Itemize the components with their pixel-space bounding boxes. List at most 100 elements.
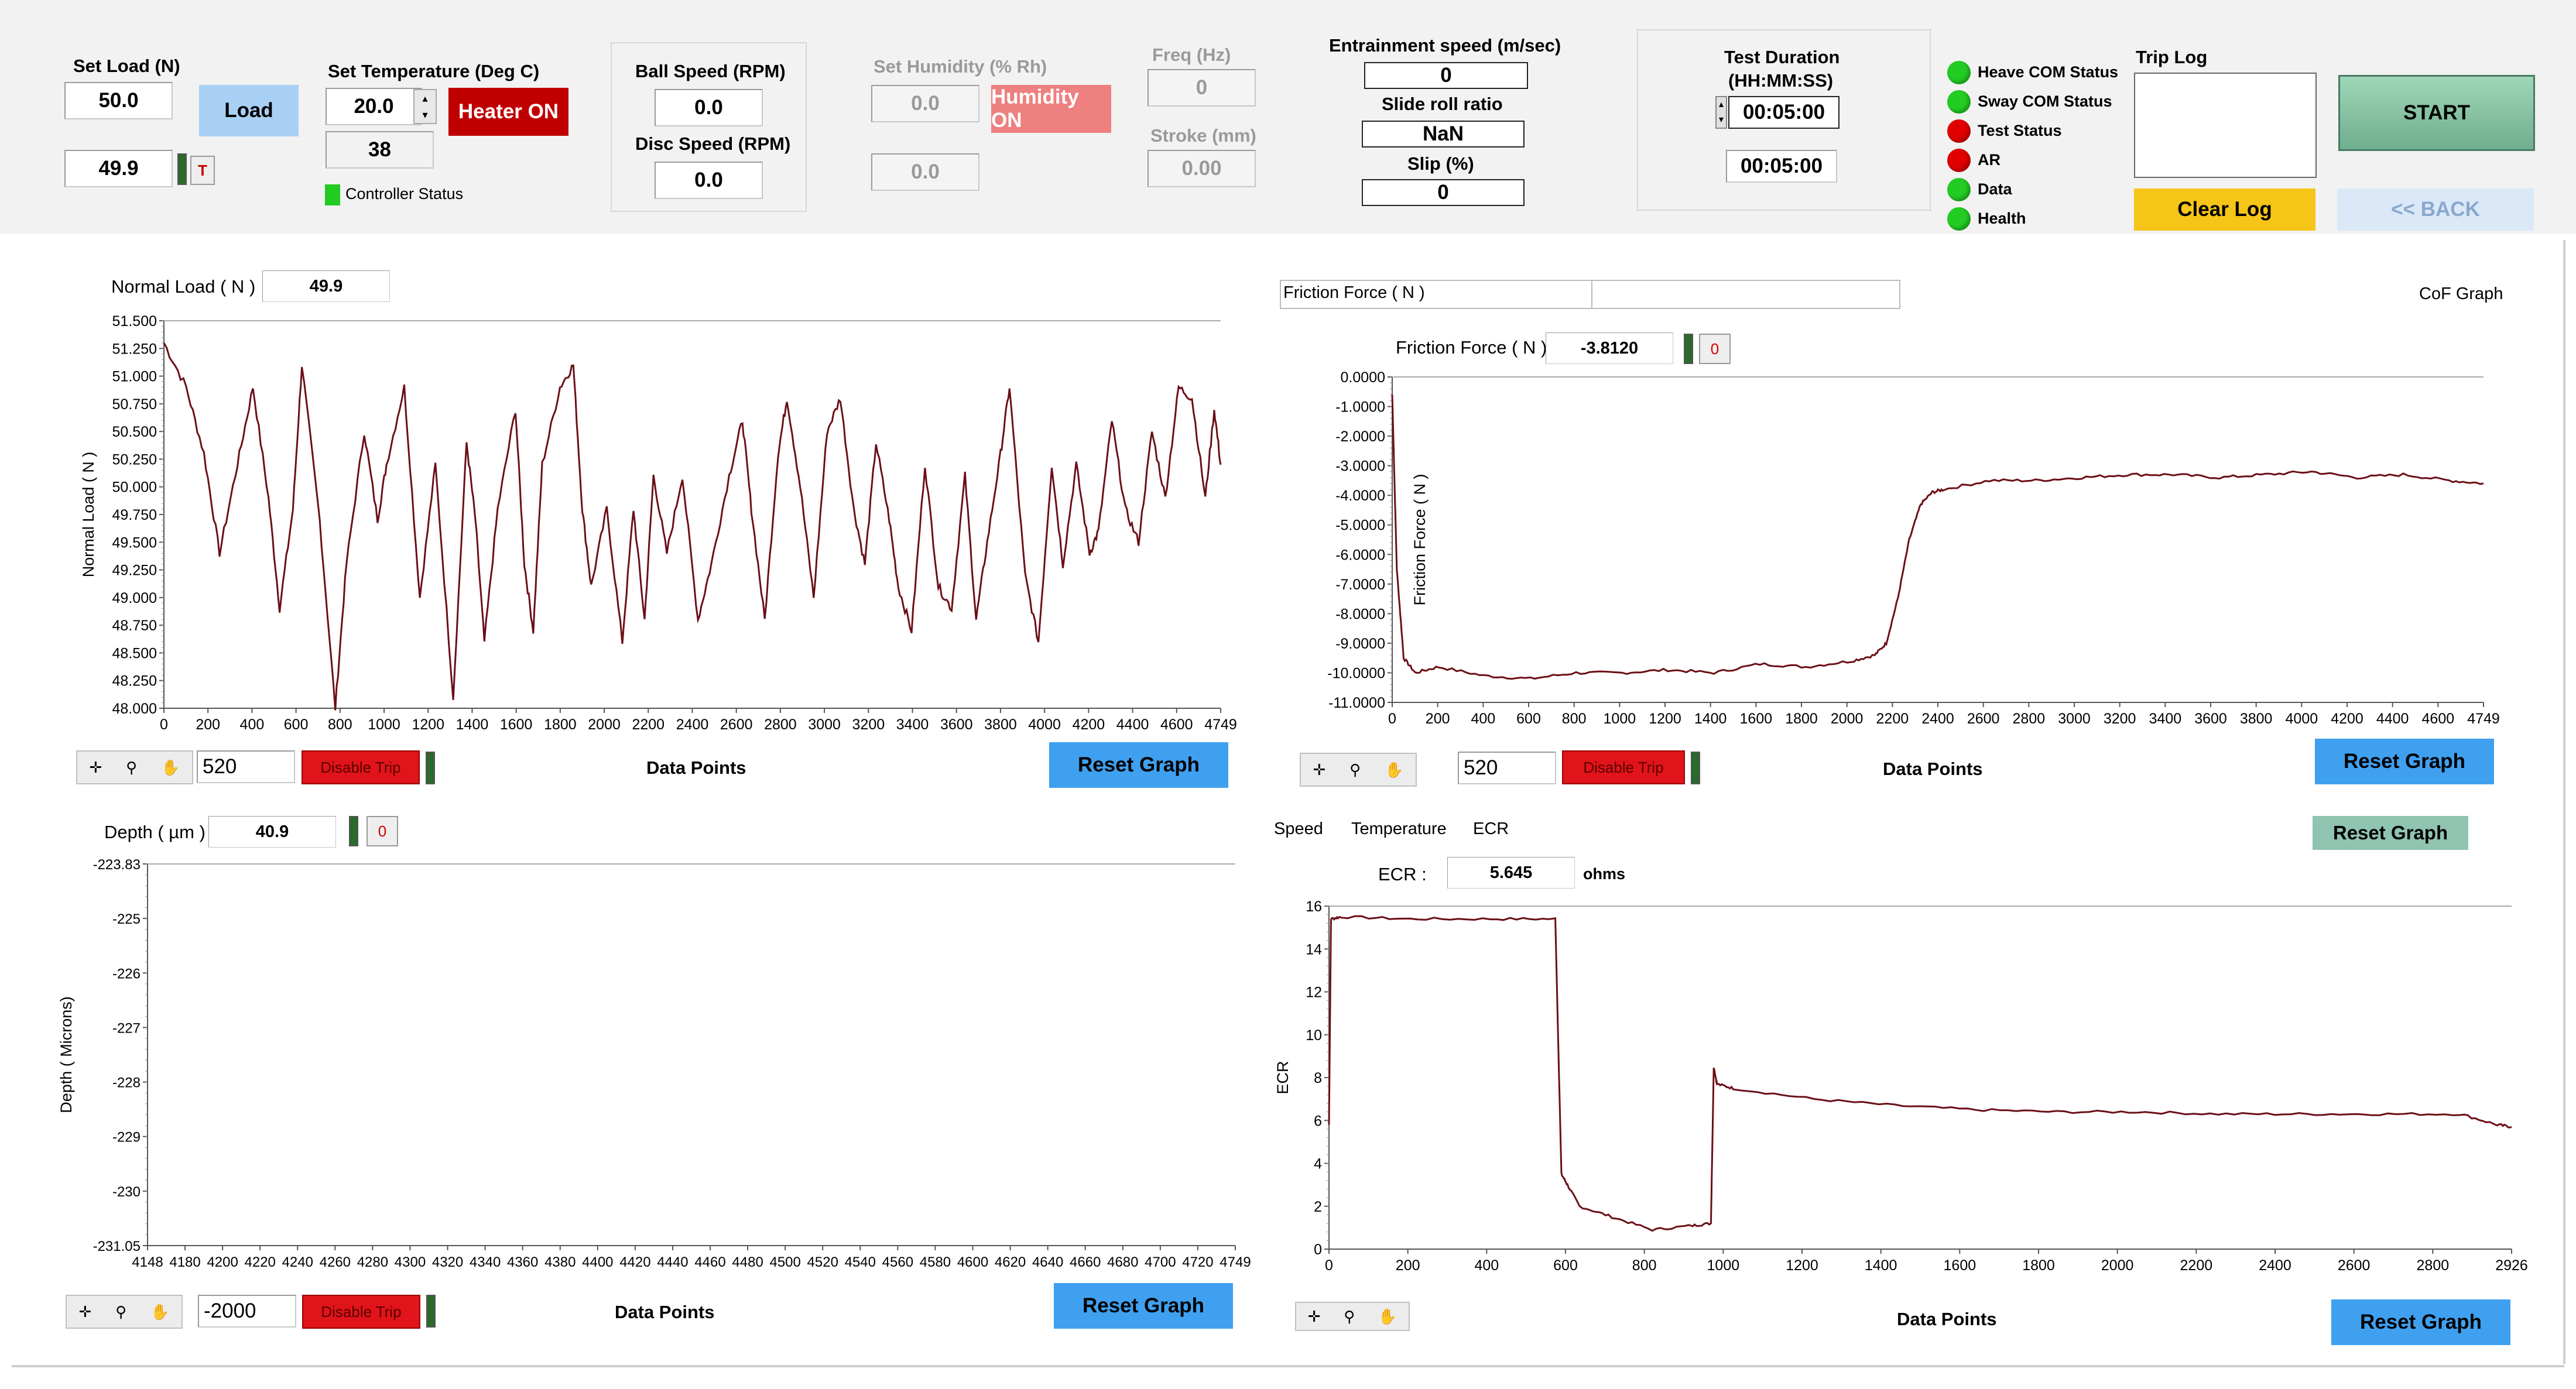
- zoom-icon[interactable]: ⚲: [115, 1302, 127, 1321]
- test-duration-label: Test Duration: [1724, 47, 1840, 67]
- pan-hand-icon[interactable]: ✋: [1385, 760, 1404, 778]
- load-points-input[interactable]: 520: [197, 750, 295, 783]
- zoom-icon[interactable]: ⚲: [1344, 1307, 1355, 1325]
- zoom-icon[interactable]: ⚲: [1349, 760, 1361, 778]
- friction-graph-toolbar[interactable]: ✛ ⚲ ✋: [1300, 753, 1417, 787]
- x-tick-label: 400: [1474, 1257, 1499, 1274]
- friction-disable-trip-button[interactable]: Disable Trip: [1562, 750, 1685, 784]
- t-button[interactable]: T: [190, 156, 215, 185]
- x-tick-label: 2926: [2495, 1257, 2528, 1274]
- disc-speed-input[interactable]: 0.0: [655, 162, 763, 199]
- x-tick-label: 2800: [764, 716, 797, 733]
- friction-reset-zero-button[interactable]: 0: [1699, 334, 1731, 364]
- x-tick-label: 4200: [207, 1254, 238, 1270]
- crosshair-icon[interactable]: ✛: [78, 1302, 92, 1321]
- x-tick-label: 4749: [1220, 1254, 1251, 1270]
- x-tick-label: 4300: [395, 1254, 426, 1270]
- series-line: [1328, 915, 2512, 1232]
- friction-header-bar: [1280, 280, 1900, 309]
- freq-input[interactable]: 0: [1147, 69, 1256, 107]
- load-graph-toolbar[interactable]: ✛ ⚲ ✋: [76, 750, 193, 784]
- y-tick-label: -2.0000: [1335, 428, 1385, 445]
- y-tick-label: -225: [112, 911, 141, 927]
- x-tick-label: 2200: [2180, 1257, 2213, 1274]
- depth-graph-toolbar[interactable]: ✛ ⚲ ✋: [66, 1295, 183, 1329]
- graph-area-right-border: [2563, 240, 2565, 1364]
- stroke-input[interactable]: 0.00: [1147, 150, 1256, 187]
- y-tick-label: 48.000: [112, 701, 157, 717]
- x-tick-label: 3000: [808, 716, 841, 733]
- depth-points-input[interactable]: -2000: [198, 1295, 296, 1328]
- x-tick-label: 4600: [957, 1254, 988, 1270]
- x-tick-label: 4460: [694, 1254, 725, 1270]
- actual-load-display: 49.9: [64, 150, 173, 187]
- x-tick-label: 4580: [920, 1254, 951, 1270]
- zoom-icon[interactable]: ⚲: [126, 758, 138, 776]
- x-tick-label: 4680: [1107, 1254, 1138, 1270]
- tab-speed[interactable]: Speed: [1274, 819, 1323, 838]
- pan-hand-icon[interactable]: ✋: [161, 758, 180, 776]
- depth-disable-trip-button[interactable]: Disable Trip: [302, 1295, 420, 1329]
- x-tick-label: 4220: [245, 1254, 276, 1270]
- y-tick-label: 0: [1314, 1241, 1322, 1258]
- x-tick-label: 1400: [1865, 1257, 1897, 1274]
- x-tick-label: 4000: [1028, 716, 1061, 733]
- x-tick-label: 3400: [896, 716, 929, 733]
- temperature-spinner[interactable]: ▴ ▾: [413, 89, 437, 124]
- crosshair-icon[interactable]: ✛: [1313, 760, 1326, 778]
- pan-hand-icon[interactable]: ✋: [150, 1302, 170, 1321]
- humidity-on-button[interactable]: Humidity ON: [991, 85, 1111, 133]
- test-duration-input[interactable]: 00:05:00: [1728, 96, 1839, 129]
- y-axis-title: Depth ( Microns): [57, 996, 75, 1113]
- friction-reset-graph-button[interactable]: Reset Graph: [2315, 739, 2494, 784]
- tab-ecr[interactable]: ECR: [1473, 819, 1509, 838]
- pan-hand-icon[interactable]: ✋: [1378, 1307, 1397, 1325]
- start-button[interactable]: START: [2338, 75, 2535, 151]
- x-tick-label: 4500: [769, 1254, 800, 1270]
- y-tick-label: 49.000: [112, 590, 157, 606]
- tab-temperature[interactable]: Temperature: [1351, 819, 1447, 838]
- y-tick-label: 2: [1314, 1199, 1322, 1215]
- status-led-label: Test Status: [1978, 122, 2062, 139]
- load-disable-trip-button[interactable]: Disable Trip: [302, 750, 420, 784]
- normal-load-readout-label: Normal Load ( N ): [111, 276, 256, 297]
- x-tick-label: 1800: [2022, 1257, 2055, 1274]
- depth-trip-status-indicator: [426, 1295, 436, 1328]
- duration-spinner[interactable]: ▴ ▾: [1715, 96, 1727, 129]
- trip-log-box[interactable]: [2134, 73, 2317, 178]
- friction-points-input[interactable]: 520: [1458, 752, 1556, 784]
- ecr-reset-graph-top-button[interactable]: Reset Graph: [2313, 816, 2468, 850]
- clear-log-button[interactable]: Clear Log: [2134, 188, 2315, 231]
- x-tick-label: 2200: [1876, 711, 1909, 727]
- x-tick-label: 3800: [2240, 711, 2273, 727]
- x-tick-label: 2800: [2417, 1257, 2450, 1274]
- x-tick-label: 3000: [2058, 711, 2091, 727]
- depth-readout: 40.9: [208, 816, 336, 848]
- load-reset-graph-button[interactable]: Reset Graph: [1049, 742, 1228, 788]
- y-tick-label: 16: [1306, 898, 1322, 915]
- load-button[interactable]: Load: [199, 85, 299, 136]
- ecr-graph-toolbar[interactable]: ✛ ⚲ ✋: [1295, 1302, 1410, 1331]
- depth-reset-graph-button[interactable]: Reset Graph: [1054, 1283, 1233, 1329]
- x-tick-label: 200: [1396, 1257, 1420, 1274]
- ecr-reset-graph-button[interactable]: Reset Graph: [2331, 1299, 2510, 1345]
- cof-graph-tab[interactable]: CoF Graph: [2419, 284, 2503, 303]
- test-duration-group: [1637, 29, 1931, 211]
- entrainment-speed-label: Entrainment speed (m/sec): [1329, 35, 1561, 56]
- x-tick-label: 200: [1426, 711, 1450, 727]
- crosshair-icon[interactable]: ✛: [1307, 1307, 1321, 1325]
- x-tick-label: 4180: [169, 1254, 200, 1270]
- depth-reset-zero-button[interactable]: 0: [366, 816, 398, 846]
- heater-on-button[interactable]: Heater ON: [448, 88, 568, 136]
- set-load-input[interactable]: 50.0: [64, 82, 173, 119]
- status-led: [1947, 119, 1971, 143]
- crosshair-icon[interactable]: ✛: [89, 758, 102, 776]
- y-tick-label: 48.250: [112, 673, 157, 690]
- set-temperature-label: Set Temperature (Deg C): [328, 61, 540, 81]
- set-temperature-input[interactable]: 20.0: [326, 88, 422, 125]
- back-button[interactable]: << BACK: [2337, 188, 2534, 231]
- set-humidity-input[interactable]: 0.0: [871, 85, 979, 122]
- status-led: [1947, 178, 1971, 201]
- y-tick-label: 49.250: [112, 563, 157, 579]
- ball-speed-input[interactable]: 0.0: [655, 89, 763, 126]
